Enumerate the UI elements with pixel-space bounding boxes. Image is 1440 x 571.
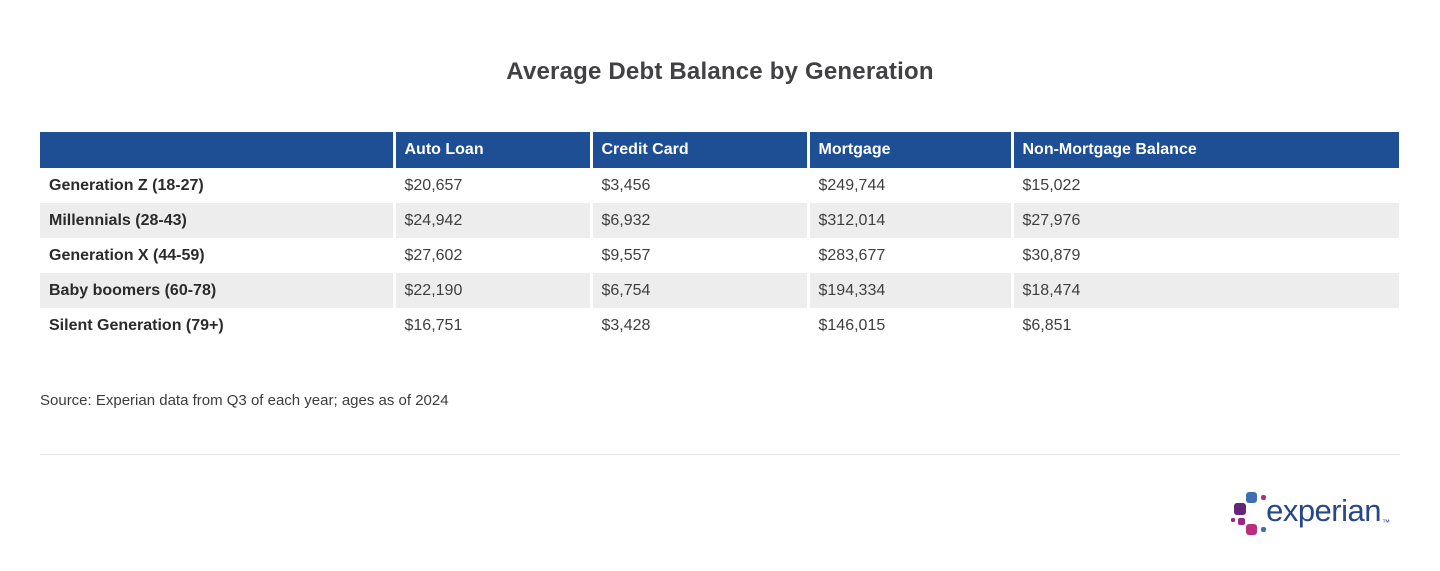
cell-value: $283,677 (806, 238, 1012, 273)
cell-value: $18,474 (1010, 273, 1399, 308)
cell-value: $24,942 (392, 203, 591, 238)
row-label: Generation Z (18-27) (49, 176, 204, 194)
cell-value: $20,657 (392, 168, 591, 203)
cell-value: $249,744 (806, 168, 1012, 203)
row-label: Millennials (28-43) (40, 203, 394, 238)
cell-value: $3,456 (589, 168, 808, 203)
experian-logo-mark-icon (1231, 486, 1267, 536)
cell-value: $27,976 (1010, 203, 1399, 238)
debt-table: Auto Loan Credit Card Mortgage Non-Mortg… (40, 132, 1399, 343)
row-label: Generation X (44-59) (49, 246, 205, 264)
cell-value: $9,557 (589, 238, 808, 273)
experian-logo: experian ™ (1231, 486, 1390, 536)
trademark-symbol: ™ (1382, 518, 1390, 527)
page-title: Average Debt Balance by Generation (506, 58, 934, 85)
cell-value: $16,751 (392, 308, 591, 343)
table-row: Generation Z (18-27) $20,657 $3,456 $249… (40, 168, 1399, 203)
experian-wordmark: experian (1266, 493, 1381, 528)
cell-value: $6,851 (1010, 308, 1399, 343)
table-row: Millennials (28-43) $24,942 $6,932 $312,… (40, 203, 1399, 238)
header-cell-credit-card: Credit Card (589, 132, 808, 168)
table-row: Silent Generation (79+) $16,751 $3,428 $… (40, 308, 1399, 343)
header-cell-non-mortgage: Non-Mortgage Balance (1010, 132, 1399, 168)
header-cell-mortgage: Mortgage (806, 132, 1012, 168)
row-label: Silent Generation (79+) (49, 316, 224, 334)
footer-divider (40, 454, 1400, 455)
cell-value: $6,754 (589, 273, 808, 308)
table-row: Baby boomers (60-78) $22,190 $6,754 $194… (40, 273, 1399, 308)
row-label: Baby boomers (60-78) (40, 273, 394, 308)
cell-value: $3,428 (589, 308, 808, 343)
header-cell-blank (40, 132, 394, 168)
cell-value: $22,190 (392, 273, 591, 308)
cell-value: $15,022 (1010, 168, 1399, 203)
cell-value: $6,932 (589, 203, 808, 238)
cell-value: $194,334 (806, 273, 1012, 308)
cell-value: $146,015 (806, 308, 1012, 343)
table-row: Generation X (44-59) $27,602 $9,557 $283… (40, 238, 1399, 273)
header-cell-auto-loan: Auto Loan (392, 132, 591, 168)
source-note: Source: Experian data from Q3 of each ye… (40, 392, 449, 409)
debt-table-container: Auto Loan Credit Card Mortgage Non-Mortg… (40, 132, 1399, 343)
cell-value: $27,602 (392, 238, 591, 273)
table-header-row: Auto Loan Credit Card Mortgage Non-Mortg… (40, 132, 1399, 168)
cell-value: $312,014 (806, 203, 1012, 238)
cell-value: $30,879 (1010, 238, 1399, 273)
